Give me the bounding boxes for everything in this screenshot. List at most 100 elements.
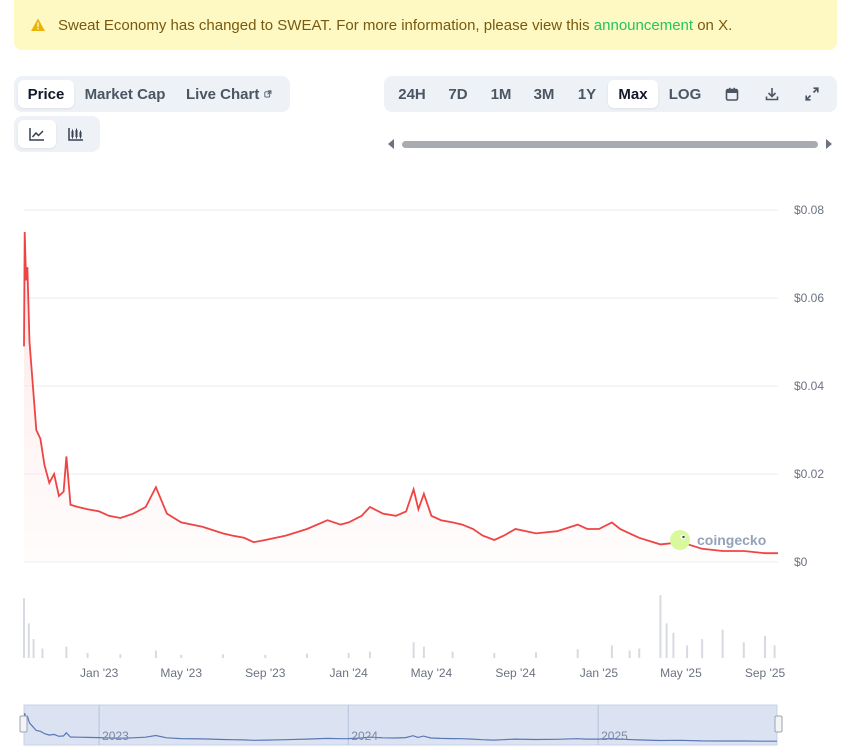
x-tick-label: Sep '24 bbox=[495, 666, 536, 680]
volume-bar bbox=[65, 646, 68, 658]
volume-bar bbox=[701, 639, 704, 658]
tab-market-cap[interactable]: Market Cap bbox=[74, 80, 176, 108]
price-area bbox=[24, 232, 778, 562]
external-link-icon bbox=[264, 90, 272, 98]
x-tick-label: May '23 bbox=[160, 666, 202, 680]
volume-bar bbox=[764, 635, 767, 658]
volume-bar bbox=[576, 649, 579, 658]
tab-live-chart-label: Live Chart bbox=[186, 85, 260, 103]
range-tabs-scrollbar[interactable] bbox=[388, 138, 832, 150]
tab-market-cap-label: Market Cap bbox=[84, 85, 166, 103]
x-tick-label: Sep '23 bbox=[245, 666, 286, 680]
volume-bar bbox=[264, 654, 267, 658]
scroll-left-arrow-icon[interactable] bbox=[388, 139, 394, 149]
navigator-year-label: 2024 bbox=[351, 729, 378, 743]
watermark-text: coingecko bbox=[697, 532, 766, 548]
volume-bar bbox=[32, 639, 35, 658]
range-7d[interactable]: 7D bbox=[436, 80, 480, 108]
range-3m-label: 3M bbox=[533, 85, 555, 103]
volume-bar bbox=[672, 632, 675, 658]
range-tabs: 24H 7D 1M 3M 1Y Max LOG bbox=[384, 76, 837, 112]
y-tick-label: $0.08 bbox=[794, 203, 824, 217]
x-tick-label: Jan '23 bbox=[80, 666, 119, 680]
tab-price-label: Price bbox=[27, 85, 65, 103]
volume-bar bbox=[493, 652, 496, 658]
navigator-left-handle[interactable] bbox=[19, 715, 28, 733]
tab-live-chart[interactable]: Live Chart bbox=[176, 80, 282, 108]
scale-log[interactable]: LOG bbox=[658, 80, 712, 108]
banner-prefix: Sweat Economy has changed to SWEAT. For … bbox=[58, 16, 594, 34]
volume-bar bbox=[610, 645, 613, 658]
volume-bar bbox=[412, 642, 415, 658]
range-max-label: Max bbox=[618, 85, 648, 103]
navigator-year-label: 2023 bbox=[102, 729, 129, 743]
volume-bar bbox=[659, 595, 662, 658]
download-button[interactable] bbox=[752, 80, 792, 108]
banner-suffix: on X. bbox=[693, 16, 733, 34]
volume-bar bbox=[23, 598, 25, 658]
volume-bar bbox=[27, 623, 30, 658]
range-24h[interactable]: 24H bbox=[388, 80, 436, 108]
scroll-right-arrow-icon[interactable] bbox=[826, 139, 832, 149]
range-1m-label: 1M bbox=[490, 85, 512, 103]
price-line bbox=[23, 231, 778, 555]
range-3m[interactable]: 3M bbox=[522, 80, 566, 108]
scale-log-label: LOG bbox=[668, 85, 702, 103]
volume-bar bbox=[422, 646, 425, 658]
range-1m[interactable]: 1M bbox=[480, 80, 522, 108]
volume-bar bbox=[154, 650, 157, 658]
range-7d-label: 7D bbox=[448, 85, 468, 103]
download-icon bbox=[765, 88, 779, 101]
y-tick-label: $0 bbox=[794, 555, 808, 569]
scrollbar-thumb[interactable] bbox=[402, 141, 818, 148]
x-axis: Jan '23 May '23 Sep '23 Jan '24 May '24 Sep '… bbox=[80, 666, 785, 680]
volume-bar bbox=[638, 648, 641, 658]
navigator-labels: 2023 2024 2025 bbox=[102, 729, 628, 743]
navigator-right-handle[interactable] bbox=[774, 715, 783, 733]
x-tick-label: Jan '24 bbox=[330, 666, 369, 680]
volume-bar bbox=[119, 654, 122, 658]
announcement-banner: Sweat Economy has changed to SWEAT. For … bbox=[14, 0, 837, 50]
line-chart-button[interactable] bbox=[18, 120, 56, 148]
volume-bar bbox=[686, 645, 689, 658]
expand-icon bbox=[805, 87, 819, 101]
grid-lines bbox=[24, 209, 778, 563]
volume-bar bbox=[86, 652, 89, 658]
volume-bar bbox=[628, 650, 631, 658]
candlestick-chart-button[interactable] bbox=[56, 120, 96, 148]
candlestick-chart-icon bbox=[68, 128, 83, 141]
warning-icon bbox=[31, 18, 45, 31]
volume-bar bbox=[665, 623, 668, 658]
x-tick-label: May '25 bbox=[660, 666, 702, 680]
volume-bar bbox=[368, 651, 371, 658]
y-tick-label: $0.04 bbox=[794, 379, 824, 393]
x-tick-label: Jan '25 bbox=[580, 666, 619, 680]
coingecko-logo-icon bbox=[670, 530, 690, 550]
calendar-icon bbox=[725, 87, 739, 101]
tab-price[interactable]: Price bbox=[18, 80, 74, 108]
coingecko-logo-pupil bbox=[682, 535, 685, 539]
coingecko-watermark: coingecko bbox=[670, 530, 766, 550]
navigator[interactable]: 2023 2024 2025 bbox=[19, 704, 783, 746]
volume-bar bbox=[451, 651, 454, 658]
banner-text: Sweat Economy has changed to SWEAT. For … bbox=[58, 17, 732, 34]
volume-bar bbox=[41, 648, 44, 658]
range-max[interactable]: Max bbox=[608, 80, 658, 108]
range-1y-label: 1Y bbox=[577, 85, 597, 103]
volume-bar bbox=[221, 654, 224, 658]
volume-bar bbox=[742, 642, 745, 658]
navigator-year-label: 2025 bbox=[601, 729, 628, 743]
date-picker-button[interactable] bbox=[712, 80, 752, 108]
chart-type-tabs bbox=[14, 116, 100, 152]
fullscreen-button[interactable] bbox=[792, 80, 832, 108]
volume-bar bbox=[535, 652, 538, 658]
volume-bars bbox=[23, 595, 776, 658]
volume-bar bbox=[721, 629, 724, 658]
announcement-link[interactable]: announcement bbox=[593, 16, 694, 34]
navigator-selection[interactable] bbox=[23, 704, 778, 746]
volume-bar bbox=[180, 654, 183, 658]
line-chart-icon bbox=[29, 128, 44, 141]
y-tick-label: $0.06 bbox=[794, 291, 824, 305]
price-chart: $0 $0.02 $0.04 $0.06 $0.08 coingecko Jan '23… bbox=[19, 203, 824, 746]
range-1y[interactable]: 1Y bbox=[566, 80, 608, 108]
